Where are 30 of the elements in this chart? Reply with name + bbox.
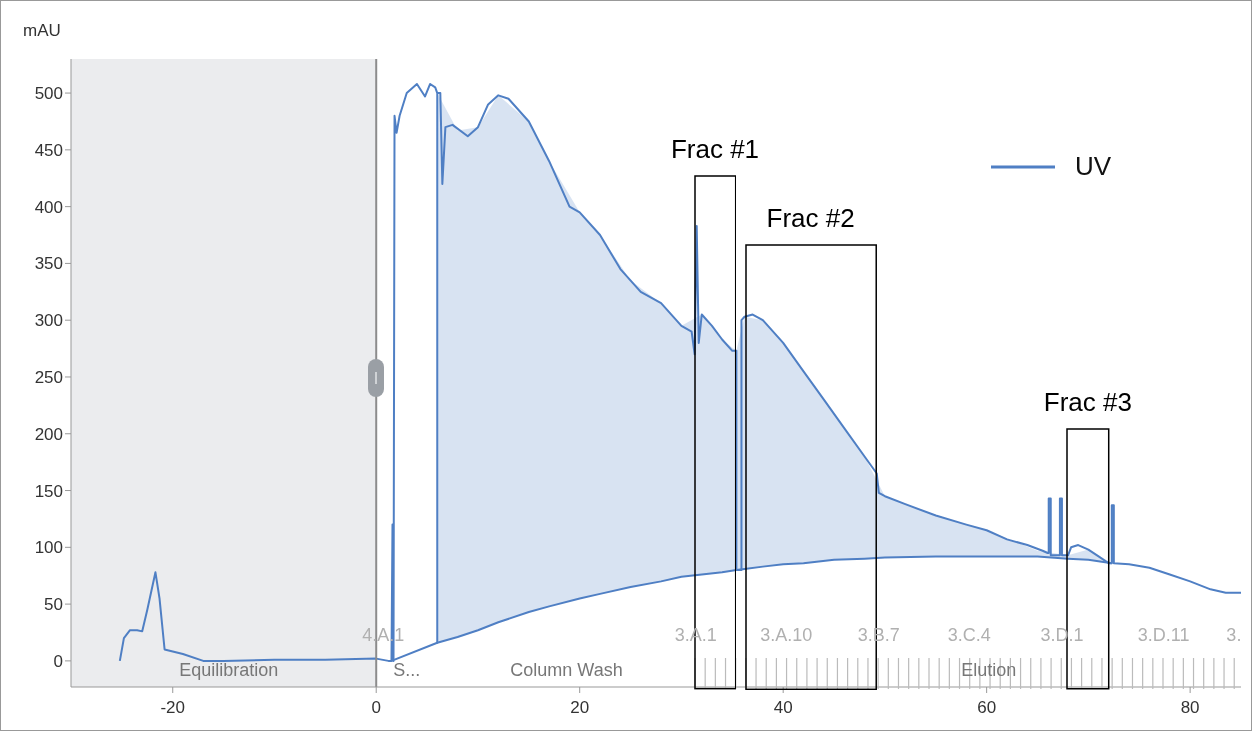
x-tick-label: -20 — [160, 698, 186, 718]
y-tick-label: 500 — [34, 84, 63, 104]
annotation: S... — [393, 658, 421, 681]
y-tick-label: 100 — [34, 538, 63, 558]
x-tick-label: 40 — [773, 698, 793, 718]
annotation: 3.D.11 — [1137, 624, 1190, 647]
y-tick-label: 0 — [53, 651, 63, 671]
annotation: Frac #1 — [670, 134, 760, 166]
annotation: Elution — [961, 658, 1017, 681]
annotation: 3.C.4 — [947, 624, 991, 647]
x-tick-label: 80 — [1180, 698, 1200, 718]
x-tick-label: 0 — [371, 698, 381, 718]
annotation: Frac #2 — [766, 202, 855, 234]
x-tick-label: 60 — [977, 698, 997, 718]
annotation: Frac #3 — [1043, 387, 1132, 419]
y-tick-label: 150 — [34, 481, 63, 501]
y-tick-label: 350 — [34, 254, 63, 274]
x-tick-label: 20 — [570, 698, 590, 718]
y-tick-label: 200 — [34, 424, 63, 444]
y-tick-label: 300 — [34, 311, 63, 331]
y-axis-title: mAU — [23, 21, 61, 41]
annotation: 3.A.10 — [760, 624, 813, 647]
y-tick-label: 250 — [34, 368, 63, 388]
y-tick-label: 50 — [44, 595, 63, 615]
annotation: Column Wash — [510, 658, 623, 681]
legend-label: UV — [1074, 151, 1111, 182]
y-tick-label: 400 — [34, 197, 63, 217]
y-tick-label: 450 — [34, 140, 63, 160]
annotation: Equilibration — [179, 658, 279, 681]
annotation: 3. — [1226, 624, 1242, 647]
